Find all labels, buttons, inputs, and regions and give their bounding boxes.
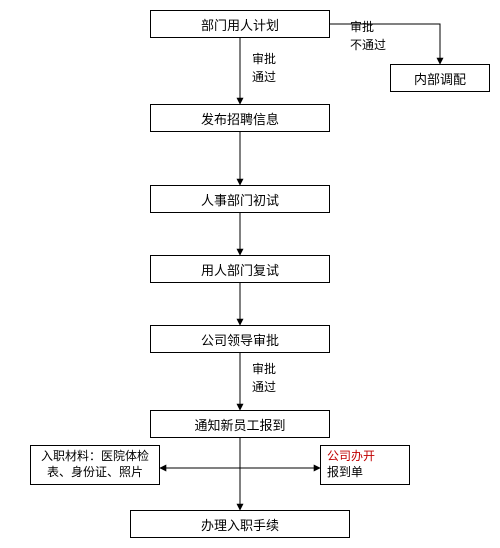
flowchart-stage: 部门用人计划 发布招聘信息 人事部门初试 用人部门复试 公司领导审批 通知新员工… [0,0,500,548]
node-leader-approve-label: 公司领导审批 [201,330,279,349]
node-notify: 通知新员工报到 [150,410,330,438]
label-approve2-l1: 审批 [252,360,276,377]
node-publish: 发布招聘信息 [150,104,330,132]
node-materials-line1: 入职材料：医院体检 [41,449,149,465]
label-reject-l1: 审批 [350,18,374,35]
node-onboard-label: 办理入职手续 [201,515,279,534]
node-leader-approve: 公司领导审批 [150,325,330,353]
node-materials: 入职材料：医院体检 表、身份证、照片 [30,445,160,485]
node-plan-label: 部门用人计划 [201,15,279,34]
node-internal-transfer: 内部调配 [390,64,490,92]
node-publish-label: 发布招聘信息 [201,109,279,128]
label-approve2-l2: 通过 [252,378,276,395]
node-form-line1: 公司办开 [327,449,375,465]
node-materials-line2: 表、身份证、照片 [47,465,143,481]
node-form: 公司办开 报到单 [320,445,410,485]
label-approve1-l1: 审批 [252,50,276,67]
node-notify-label: 通知新员工报到 [194,415,285,434]
node-form-line2: 报到单 [327,465,363,481]
node-internal-transfer-label: 内部调配 [414,69,466,88]
node-plan: 部门用人计划 [150,10,330,38]
node-hr-initial: 人事部门初试 [150,185,330,213]
label-reject-l2: 不通过 [350,36,386,53]
node-dept-retest: 用人部门复试 [150,255,330,283]
label-approve1-l2: 通过 [252,68,276,85]
node-dept-retest-label: 用人部门复试 [201,260,279,279]
node-hr-initial-label: 人事部门初试 [201,190,279,209]
node-onboard: 办理入职手续 [130,510,350,538]
